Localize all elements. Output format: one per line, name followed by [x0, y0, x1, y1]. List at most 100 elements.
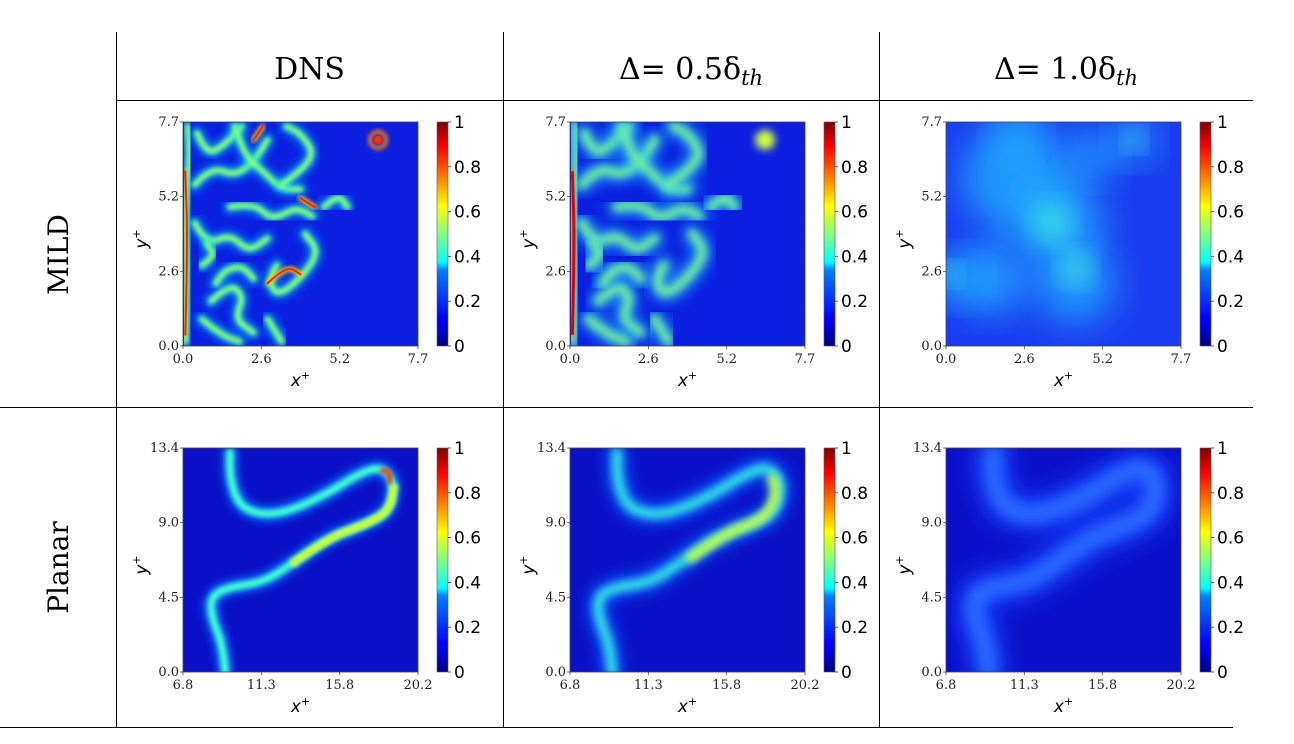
plot-frame — [945, 121, 1182, 347]
y-axis-label: y+ — [893, 229, 915, 249]
colorbar-tick-label: 0.2 — [841, 618, 868, 638]
x-axis-label: x+ — [677, 369, 697, 391]
x-tick-label: 6.8 — [173, 678, 194, 693]
field-image — [570, 122, 805, 346]
x-tick-label: 6.8 — [936, 678, 957, 693]
y-tick-label: 7.7 — [158, 115, 179, 130]
colorbar-tick-label: 0.6 — [454, 529, 481, 549]
x-tick-label: 0.0 — [560, 352, 581, 367]
x-tick-label: 5.2 — [329, 352, 350, 367]
y-axis-label: y+ — [893, 555, 915, 575]
table-rule-bottom — [0, 727, 1233, 728]
y-tick-label: 5.2 — [158, 190, 179, 205]
colorbar-tick-label: 0.4 — [454, 247, 481, 267]
y-axis-label-sup: + — [893, 555, 906, 564]
y-tick-label: 4.5 — [921, 590, 942, 605]
field-image — [946, 122, 1181, 346]
plot-frame — [569, 447, 806, 673]
y-axis-label: y+ — [517, 555, 539, 575]
colorbar-tick-label: 0 — [841, 337, 852, 357]
contour-plot-planar-filter-1-0: 6.8 11.3 15.8 20.2 0.0 4.5 9.0 13.4 x+ y+ 1 0.8 0.6 0… — [893, 439, 1244, 717]
y-tick-label: 0.0 — [921, 339, 942, 354]
plot-frame — [945, 447, 1182, 673]
colorbar-tick-label: 0 — [454, 663, 465, 683]
colorbar-tick-label: 0.8 — [454, 158, 481, 178]
y-tick-label: 9.0 — [921, 516, 942, 531]
y-tick-label: 2.6 — [545, 264, 566, 279]
x-tick-label: 5.2 — [1092, 352, 1113, 367]
y-tick-label: 13.4 — [913, 441, 942, 456]
x-tick-label: 20.2 — [404, 678, 433, 693]
colorbar-tick-label: 0 — [1217, 663, 1228, 683]
x-axis-label: x+ — [1053, 695, 1073, 717]
y-tick-label: 0.0 — [545, 665, 566, 680]
y-tick-label: 13.4 — [150, 441, 179, 456]
colorbar-tick-label: 0 — [454, 337, 465, 357]
plot-frame — [569, 121, 806, 347]
column-header-filter-0-5: Δ= 0.5δ th — [503, 40, 879, 98]
column-header-subscript: th — [741, 66, 764, 90]
plot-frame — [182, 121, 419, 347]
table-divider-3 — [879, 32, 880, 728]
x-tick-label: 7.7 — [408, 352, 429, 367]
colorbar-tick-label: 0.8 — [841, 158, 868, 178]
colorbar — [436, 447, 449, 673]
x-tick-label: 11.3 — [247, 678, 276, 693]
x-axis-label-sup: + — [688, 695, 697, 708]
y-tick-label: 0.0 — [158, 665, 179, 680]
colorbar-tick-label: 0.8 — [1217, 484, 1244, 504]
colorbar-tick-label: 0.8 — [454, 484, 481, 504]
y-tick-label: 7.7 — [921, 115, 942, 130]
x-tick-label: 11.3 — [634, 678, 663, 693]
y-tick-label: 9.0 — [158, 516, 179, 531]
x-tick-label: 2.6 — [1014, 352, 1035, 367]
column-header-dns: DNS — [116, 40, 503, 98]
y-tick-label: 5.2 — [545, 190, 566, 205]
y-tick-label: 5.2 — [921, 190, 942, 205]
colorbar-tick-label: 0.6 — [841, 529, 868, 549]
colorbar-tick-label: 1 — [841, 113, 852, 133]
row-header-planar: Planar — [0, 408, 116, 727]
colorbar-tick-label: 0.4 — [454, 573, 481, 593]
y-axis-label-sup: + — [130, 229, 143, 238]
field-image — [183, 122, 418, 346]
table-rule-header — [116, 100, 1253, 101]
x-tick-label: 2.6 — [638, 352, 659, 367]
x-axis-label: x+ — [677, 695, 697, 717]
x-tick-label: 5.2 — [716, 352, 737, 367]
colorbar — [823, 121, 836, 347]
x-tick-label: 20.2 — [791, 678, 820, 693]
colorbar-tick-label: 0.6 — [841, 203, 868, 223]
x-tick-label: 11.3 — [1010, 678, 1039, 693]
contour-plot-planar-filter-0-5: 6.8 11.3 15.8 20.2 0.0 4.5 9.0 13.4 x+ y+ 1 0.8 0.6 0… — [517, 439, 868, 717]
colorbar-tick-label: 0.6 — [1217, 529, 1244, 549]
y-axis-label: y+ — [130, 229, 152, 249]
x-tick-label: 15.8 — [712, 678, 741, 693]
row-header-mild-label: MILD — [41, 213, 75, 295]
y-axis-label-sup: + — [893, 229, 906, 238]
table-divider-1 — [116, 32, 117, 728]
x-axis-label: x+ — [290, 695, 310, 717]
contour-plot-planar-dns: 6.8 11.3 15.8 20.2 0.0 4.5 9.0 13.4 x+ y+ 1 0.8 0.6 0… — [130, 439, 481, 717]
x-axis-label-sup: + — [1064, 369, 1073, 382]
x-tick-label: 7.7 — [1171, 352, 1192, 367]
colorbar-tick-label: 0 — [841, 663, 852, 683]
column-header-filter-0-5-label: Δ= 0.5δ — [618, 51, 742, 87]
column-header-filter-1-0-label: Δ= 1.0δ — [993, 51, 1117, 87]
y-tick-label: 0.0 — [921, 665, 942, 680]
column-header-subscript: th — [1116, 66, 1139, 90]
field-image — [946, 448, 1181, 672]
colorbar-tick-label: 1 — [454, 113, 465, 133]
colorbar — [823, 447, 836, 673]
y-axis-label-sup: + — [130, 555, 143, 564]
x-axis-label-sup: + — [301, 369, 310, 382]
field-image — [570, 448, 805, 672]
colorbar-tick-label: 1 — [1217, 439, 1228, 459]
colorbar-tick-label: 0.4 — [1217, 247, 1244, 267]
x-axis-label-sup: + — [301, 695, 310, 708]
colorbar-tick-label: 0 — [1217, 337, 1228, 357]
colorbar-tick-label: 0.4 — [841, 247, 868, 267]
contour-plot-mild-dns: 0.0 2.6 5.2 7.7 0.0 2.6 5.2 7.7 x+ y+ 1 0.8 0.6 0.4 0.… — [130, 113, 481, 391]
colorbar-tick-label: 0.2 — [454, 292, 481, 312]
plot-frame — [182, 447, 419, 673]
